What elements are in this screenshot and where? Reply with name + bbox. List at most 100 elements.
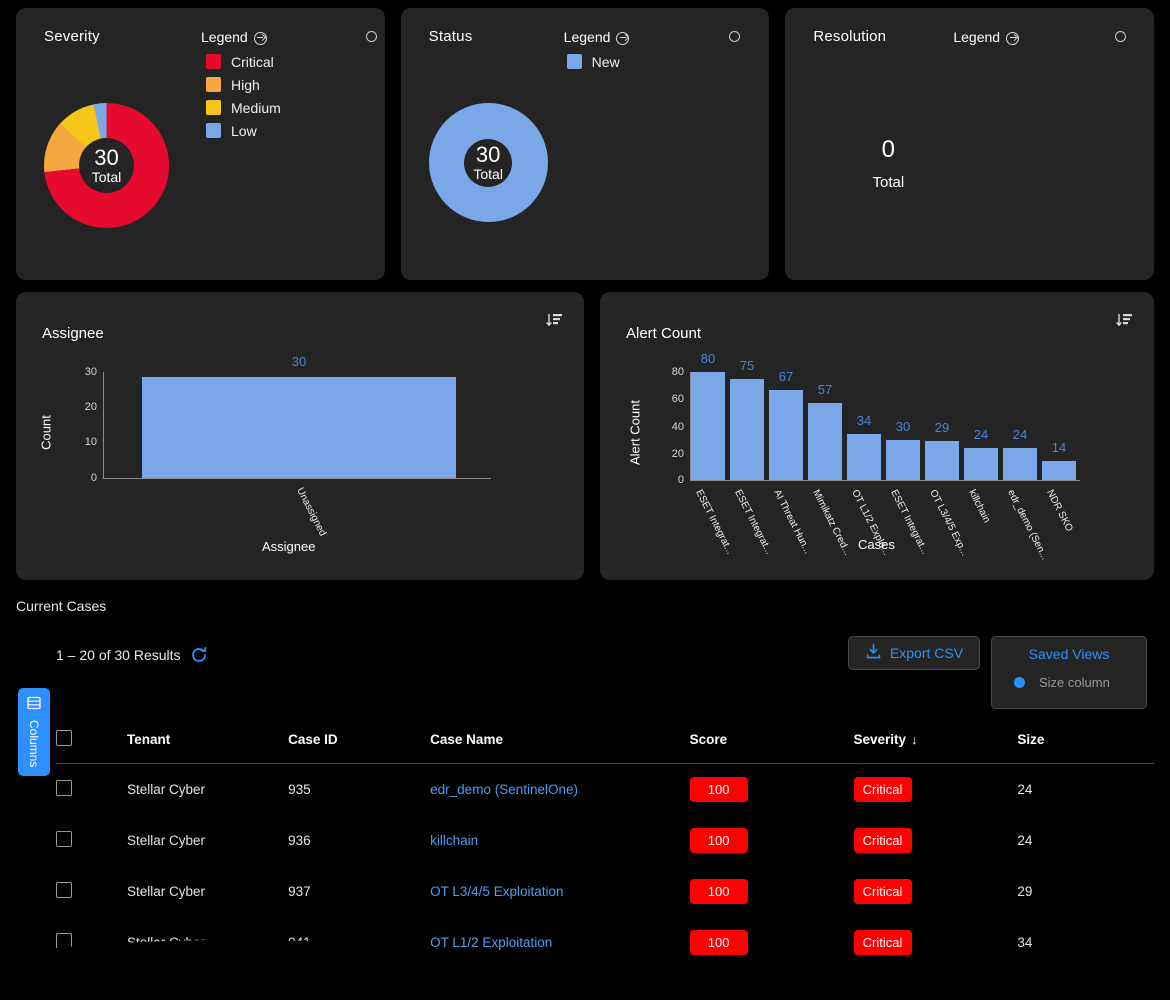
cell-case-id: 935 [288, 782, 311, 797]
header-case-name[interactable]: Case Name [430, 720, 690, 764]
alert-count-bar-value-0: 80 [700, 351, 716, 366]
cell-case-name-link[interactable]: edr_demo (SentinelOne) [430, 782, 578, 797]
legend-arrow-icon[interactable] [616, 31, 630, 45]
legend-item-critical[interactable]: Critical [206, 50, 281, 73]
cell-case-name-link[interactable]: Mimikatz Credential Dum… [430, 986, 595, 1000]
status-total-value: 30 [475, 141, 501, 167]
row-checkbox[interactable] [56, 831, 72, 847]
table-row[interactable]: Stellar Cyber 206406 Mimikatz Credential D… [56, 968, 1154, 1000]
alert-count-bar-value-1: 75 [739, 357, 755, 373]
legend-label: Legend [201, 29, 248, 45]
saved-view-item-size-column[interactable]: Size column [992, 675, 1146, 690]
export-csv-button[interactable]: Export CSV [848, 636, 980, 670]
alert-count-xtick-8: edr_demo (Sen... [1005, 488, 1051, 562]
cell-tenant: Stellar Cyber [127, 782, 206, 797]
alert-count-chart-title: Alert Count [626, 325, 702, 342]
resolution-legend-header[interactable]: Legend [953, 29, 1020, 45]
severity-refresh-circle-icon[interactable] [366, 31, 377, 42]
row-checkbox[interactable] [56, 933, 72, 949]
legend-arrow-icon[interactable] [1006, 31, 1020, 45]
assignee-ytick-20: 20 [84, 401, 97, 413]
select-all-checkbox[interactable] [56, 730, 72, 746]
current-cases-title: Current Cases [16, 598, 107, 614]
legend-item-new[interactable]: New [566, 50, 620, 73]
saved-views-panel: Saved Views Size column [991, 636, 1147, 709]
cell-severity-badge: Critical [853, 981, 912, 1000]
row-checkbox[interactable] [56, 984, 72, 1000]
alert-ytick-20: 20 [671, 448, 684, 460]
legend-item-medium[interactable]: Medium [206, 96, 281, 119]
row-checkbox[interactable] [56, 780, 72, 796]
alert-count-xtick-1: ESET Integrat... [732, 488, 775, 557]
table-row[interactable]: Stellar Cyber 935 edr_demo (SentinelOne) 10… [56, 764, 1154, 816]
alert-count-bar-8[interactable] [1003, 447, 1037, 480]
alert-count-bar-9[interactable] [1042, 461, 1076, 480]
header-score[interactable]: Score [689, 720, 854, 764]
alert-count-bar-2[interactable] [769, 389, 803, 480]
cell-size: 24 [1017, 782, 1033, 797]
cell-case-name-link[interactable]: OT L1/2 Exploitation [430, 935, 553, 950]
refresh-icon[interactable] [190, 646, 208, 664]
legend-label: Legend [563, 29, 611, 45]
severity-donut-chart[interactable]: 30 Total [44, 103, 169, 228]
alert-count-sort-icon[interactable] [1116, 312, 1134, 335]
alert-count-bar-5[interactable] [886, 439, 920, 480]
header-size[interactable]: Size [1017, 720, 1154, 764]
alert-count-bar-6[interactable] [925, 440, 959, 480]
legend-item-high[interactable]: High [206, 73, 281, 96]
charts-row: Assignee 30 20 10 0 Count 30 Unassigned [16, 292, 1154, 580]
cell-case-name-link[interactable]: OT L3/4/5 Exploitation [430, 884, 564, 899]
table-row[interactable]: Stellar Cyber 941 OT L1/2 Exploitation 100 C… [56, 917, 1154, 968]
status-total-label: Total [473, 166, 503, 183]
alert-count-bar-3[interactable] [808, 403, 842, 480]
columns-grid-icon [27, 696, 41, 715]
status-donut-center: 30 Total [464, 138, 513, 187]
alert-count-xtick-3: Mimikatz Cred... [810, 488, 853, 558]
assignee-y-axis [103, 372, 104, 478]
assignee-ytick-10: 10 [84, 436, 97, 448]
cell-tenant: Stellar Cyber [127, 986, 206, 1000]
alert-ytick-60: 60 [671, 393, 684, 405]
row-checkbox[interactable] [56, 882, 72, 898]
alert-ytick-0: 0 [677, 474, 684, 486]
cell-severity-badge: Critical [853, 777, 912, 802]
legend-item-low[interactable]: Low [206, 119, 281, 142]
resolution-refresh-circle-icon[interactable] [1115, 31, 1127, 42]
cell-case-id: 936 [288, 833, 311, 848]
severity-legend-header[interactable]: Legend [201, 29, 267, 45]
alert-count-xtick-2: AI Threat Hun... [771, 488, 813, 556]
header-case-id[interactable]: Case ID [288, 720, 431, 764]
cell-score-badge: 100 [689, 777, 748, 802]
alert-count-bar-0[interactable] [691, 372, 725, 480]
header-tenant[interactable]: Tenant [127, 720, 289, 764]
status-refresh-circle-icon[interactable] [728, 31, 740, 42]
cell-case-name-link[interactable]: killchain [430, 833, 479, 848]
header-severity[interactable]: Severity ↓ [853, 720, 1018, 764]
assignee-sort-icon[interactable] [546, 312, 564, 335]
alert-count-bar-1[interactable] [730, 378, 764, 480]
cell-case-id: 206406 [288, 986, 334, 1000]
alert-count-bar-value-9: 14 [1051, 440, 1067, 456]
header-select-all [56, 720, 127, 764]
saved-views-title[interactable]: Saved Views [1028, 646, 1110, 662]
assignee-bar-value-unassigned: 30 [291, 354, 307, 369]
alert-count-bar-4[interactable] [847, 434, 881, 480]
columns-tab-button[interactable]: Columns [18, 688, 50, 776]
status-donut-chart[interactable]: 30 Total [428, 103, 548, 222]
cell-severity-badge: Critical [853, 879, 912, 904]
cell-case-id: 937 [288, 884, 311, 899]
table-row[interactable]: Stellar Cyber 936 killchain 100 Critical 24 [56, 815, 1154, 866]
cell-tenant: Stellar Cyber [127, 884, 206, 899]
alert-count-bar-7[interactable] [964, 447, 998, 480]
status-legend-header[interactable]: Legend [564, 29, 630, 45]
table-row[interactable]: Stellar Cyber 937 OT L3/4/5 Exploitation 10… [56, 866, 1154, 917]
status-card-title: Status [428, 28, 473, 45]
legend-arrow-icon[interactable] [253, 31, 267, 45]
assignee-bar-unassigned[interactable] [142, 377, 456, 478]
saved-view-label: Size column [1039, 675, 1110, 690]
cell-score-badge: 100 [689, 981, 748, 1000]
resolution-total-value: 0 [881, 136, 896, 163]
alert-count-bar-value-7: 24 [973, 426, 989, 442]
alert-count-xtick-0: ESET Integrat... [693, 488, 736, 557]
cell-tenant: Stellar Cyber [127, 935, 206, 950]
